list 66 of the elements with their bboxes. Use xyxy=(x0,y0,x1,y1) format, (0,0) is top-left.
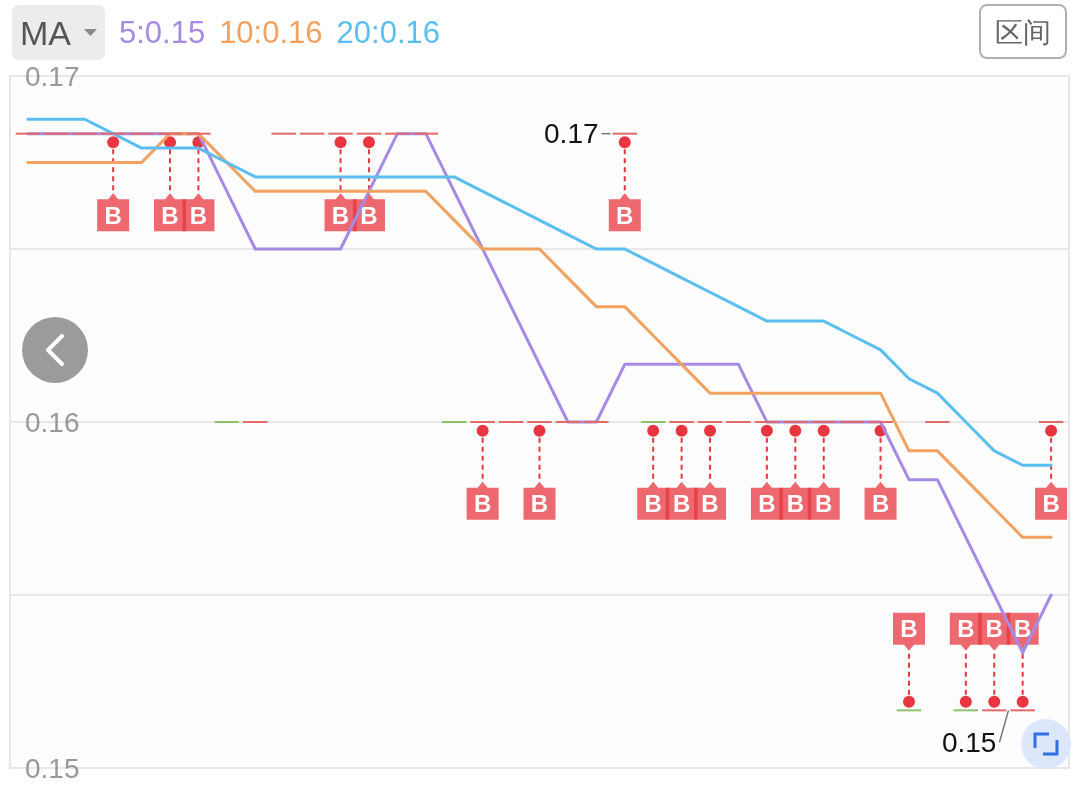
y-tick-label: 0.16 xyxy=(25,406,80,438)
point xyxy=(618,136,631,149)
candlestick xyxy=(15,132,41,135)
candlestick xyxy=(72,132,97,135)
text: B xyxy=(672,490,691,518)
candlestick xyxy=(186,132,211,135)
point xyxy=(988,695,1001,708)
point xyxy=(1045,424,1058,437)
text: B xyxy=(815,490,833,518)
point xyxy=(1016,695,1029,708)
text: B xyxy=(701,490,719,518)
text: B xyxy=(473,490,492,518)
text: 10:0.16 xyxy=(219,14,323,50)
candlestick xyxy=(328,132,353,135)
text: B xyxy=(1042,490,1060,518)
point xyxy=(675,424,688,437)
text: 20:0.16 xyxy=(336,14,440,50)
point xyxy=(533,424,546,437)
candlestick xyxy=(1010,709,1035,712)
point xyxy=(362,136,375,149)
candlestick xyxy=(896,709,922,712)
candlestick xyxy=(299,132,325,135)
candlestick xyxy=(982,709,1007,712)
text: 区间 xyxy=(995,16,1051,48)
text: B xyxy=(331,201,350,229)
candlestick xyxy=(385,132,410,135)
text: B xyxy=(1014,615,1032,643)
text: B xyxy=(758,490,776,518)
point xyxy=(817,424,830,437)
candlestick xyxy=(157,132,183,135)
legend-title: MA xyxy=(20,14,72,52)
text: B xyxy=(360,201,378,229)
candlestick xyxy=(953,709,979,712)
point xyxy=(476,424,489,437)
point xyxy=(902,695,915,708)
y-tick-label: 0.17 xyxy=(25,60,80,92)
candlestick xyxy=(413,132,439,135)
text: B xyxy=(985,615,1003,643)
text: B xyxy=(871,490,890,518)
candlestick xyxy=(356,132,382,135)
point xyxy=(107,136,120,149)
candlestick xyxy=(129,132,154,135)
text: B xyxy=(530,490,549,518)
candlestick xyxy=(44,132,69,135)
text: B xyxy=(900,615,918,643)
legend-label: B xyxy=(161,201,179,229)
candlestick xyxy=(100,132,126,135)
point xyxy=(959,695,972,708)
text: B xyxy=(104,201,122,229)
y-tick-label: 0.15 xyxy=(25,752,80,784)
candlestick xyxy=(612,132,637,135)
candlestick xyxy=(271,132,296,135)
text: B xyxy=(957,615,975,643)
text: B xyxy=(786,490,804,518)
point xyxy=(647,424,660,437)
text: 5:0.15 xyxy=(118,14,206,50)
text: B xyxy=(616,201,634,229)
point xyxy=(789,424,802,437)
text: B xyxy=(644,490,662,518)
annotation: 0.17 xyxy=(544,118,599,150)
point xyxy=(760,424,773,437)
text: B xyxy=(189,201,208,229)
line-series xyxy=(26,117,1053,467)
point xyxy=(704,424,717,437)
annotation: 0.15 xyxy=(941,726,997,758)
point xyxy=(334,136,347,149)
